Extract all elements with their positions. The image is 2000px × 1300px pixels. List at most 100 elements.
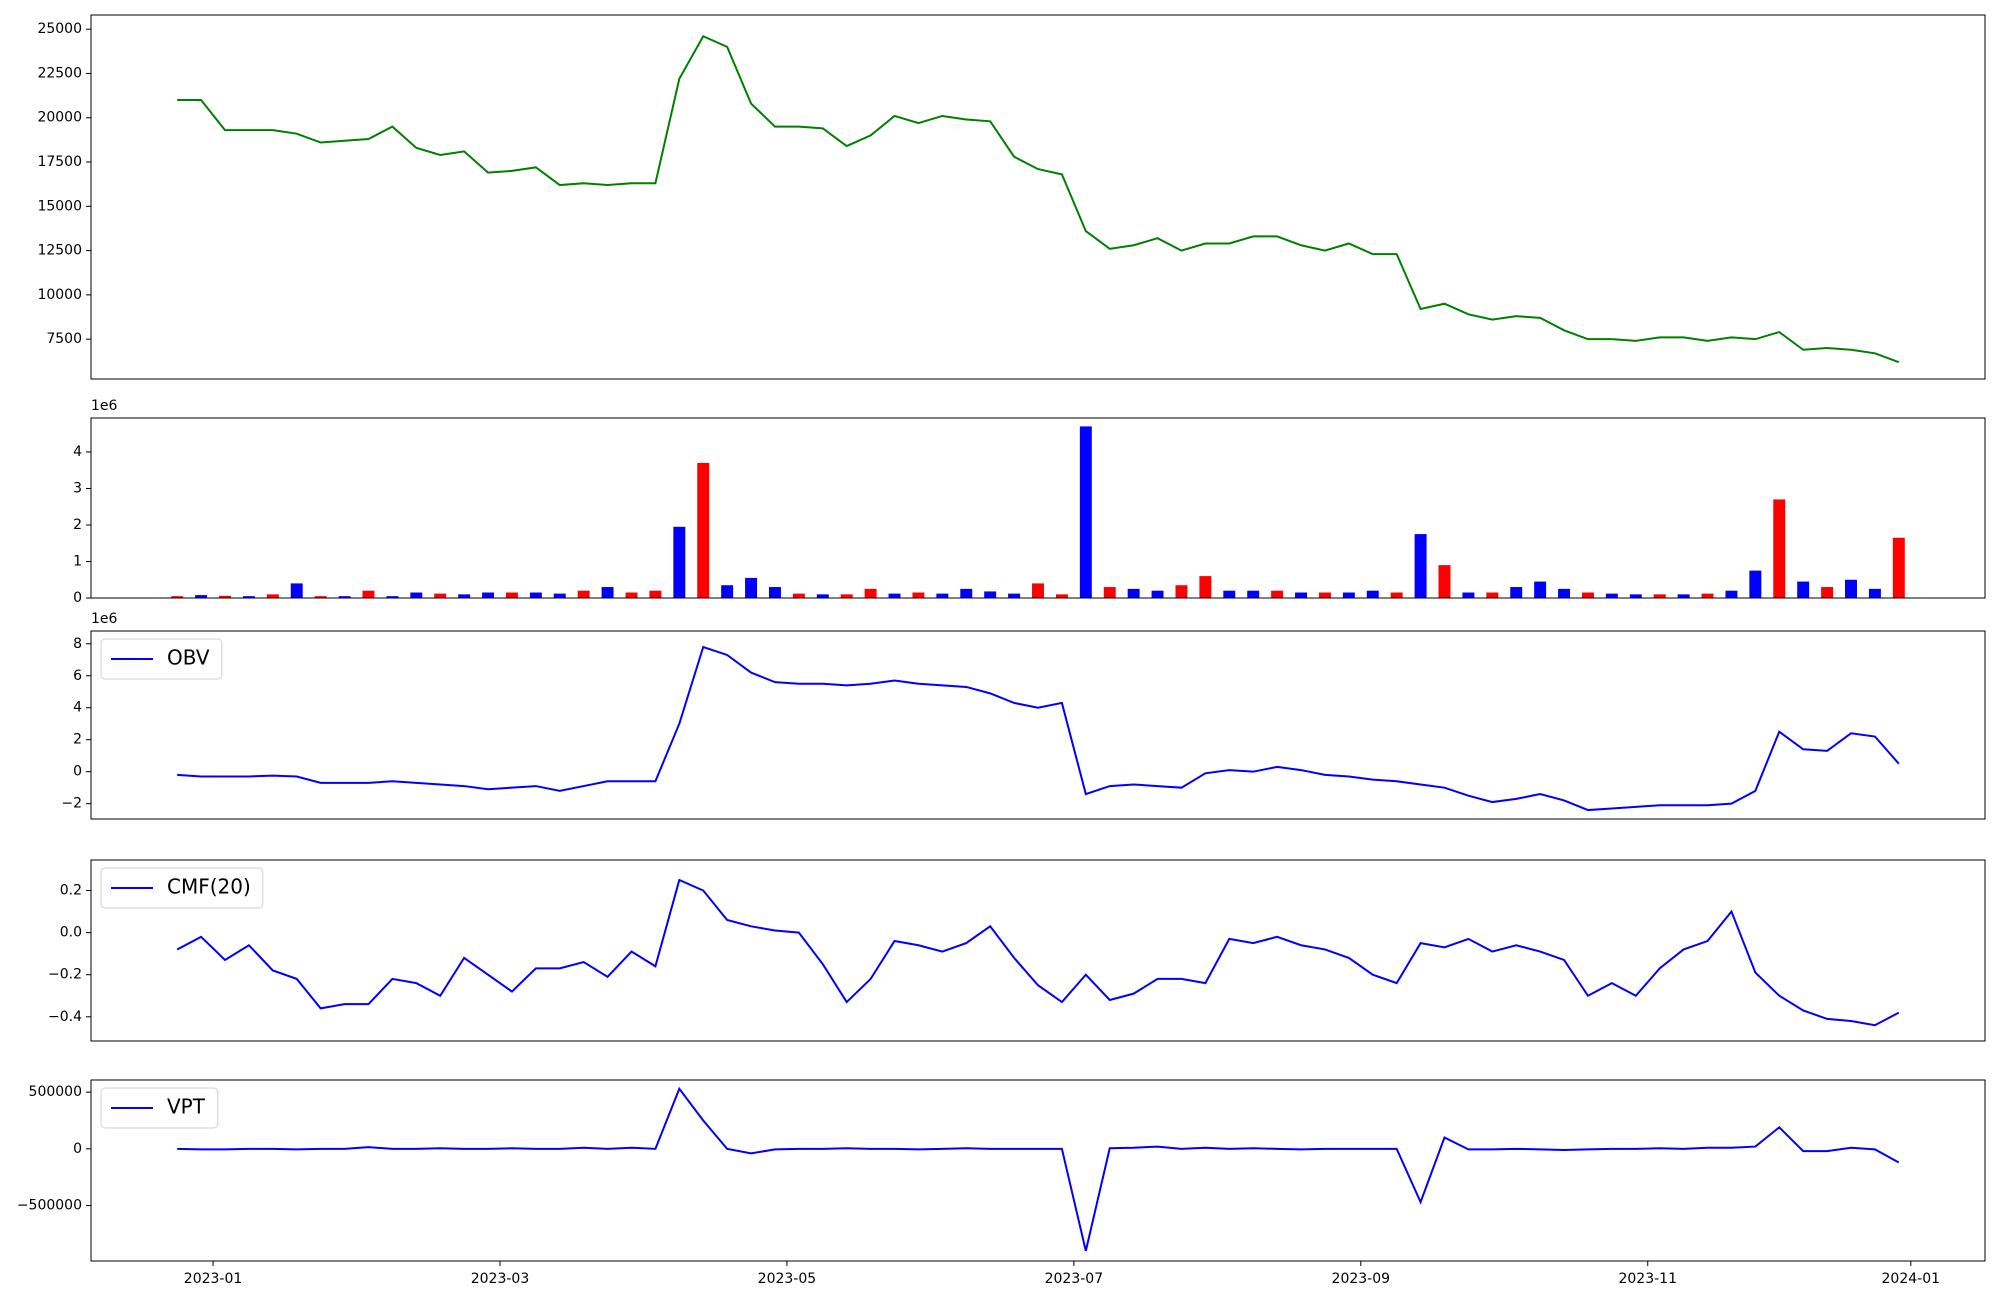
volume-bar [1749, 570, 1762, 598]
legend: OBV [100, 638, 223, 680]
y-tick-label: 0.2 [60, 883, 82, 899]
volume-bar [1247, 590, 1260, 598]
y-tick-label: −0.4 [48, 1009, 82, 1025]
y-tick-label: 25000 [37, 21, 82, 37]
volume-bar [1103, 587, 1116, 598]
volume-bar [1701, 593, 1714, 598]
plot-frame [90, 1079, 1986, 1262]
volume-bar [864, 588, 877, 598]
y-tick-label: 3 [73, 480, 82, 496]
y-tick-label: 2 [73, 732, 82, 748]
volume-bar [816, 594, 829, 598]
y-offset-label: 1e6 [91, 398, 118, 414]
volume-bar [266, 594, 279, 598]
series-line [177, 1086, 1900, 1252]
volume-bar [529, 592, 542, 598]
y-tick-label: 0 [73, 590, 82, 606]
series-line [177, 34, 1900, 364]
volume-bar [386, 596, 399, 598]
volume-bar [1390, 592, 1403, 598]
volume-bar [697, 462, 710, 598]
volume-bar [625, 592, 638, 598]
volume-bar [1055, 594, 1068, 598]
legend-box [100, 638, 223, 680]
volume-bar [1725, 590, 1738, 598]
volume-bar [1151, 590, 1164, 598]
volume-bar [1079, 426, 1092, 598]
volume-bar [242, 596, 255, 598]
y-tick-label: 20000 [37, 110, 82, 126]
y-tick-label: 0.0 [60, 925, 82, 941]
x-tick-label: 2023-07 [1045, 1271, 1104, 1287]
volume-bar [1008, 593, 1021, 598]
series-line [176, 878, 1900, 1027]
volume-bar [649, 590, 662, 598]
legend-label: CMF(20) [167, 875, 251, 899]
volume-bar [1653, 594, 1666, 598]
plot-frame [90, 630, 1986, 820]
volume-bar [1414, 534, 1427, 598]
volume-bar [195, 595, 208, 598]
y-tick-label: 1 [73, 553, 82, 569]
volume-bar [1295, 592, 1308, 598]
plot-frame [90, 417, 1986, 599]
y-tick-label: 2 [73, 517, 82, 533]
volume-bar [673, 526, 686, 598]
y-tick-label: 0 [73, 764, 82, 780]
y-tick-label: −0.2 [48, 967, 82, 983]
volume-bar [1629, 594, 1642, 598]
volume-bar [1223, 590, 1236, 598]
x-tick-label: 2023-01 [184, 1271, 243, 1287]
volume-bar [984, 591, 997, 598]
plot-frame [90, 859, 1986, 1042]
volume-bar [1271, 590, 1284, 598]
volume-bar [1127, 588, 1140, 598]
volume-bar [1845, 579, 1857, 598]
y-tick-label: 22500 [37, 65, 82, 81]
volume-bar [1892, 537, 1905, 598]
legend-box [100, 1087, 219, 1129]
volume-bar [840, 594, 853, 598]
volume-bar [314, 596, 327, 598]
volume-bar [362, 590, 375, 598]
volume-bar [745, 577, 758, 598]
volume-bar [1868, 588, 1881, 598]
y-tick-label: 12500 [37, 243, 82, 259]
volume-bar [338, 596, 351, 598]
volume-bar [1342, 592, 1355, 598]
legend-box [100, 867, 264, 909]
series-line [177, 645, 1900, 812]
volume-bar [171, 596, 184, 598]
y-tick-label: 4 [73, 444, 82, 460]
volume-bar [1462, 592, 1475, 598]
volume-bar [553, 593, 566, 598]
x-tick-label: 2023-11 [1618, 1271, 1677, 1287]
x-tick-label: 2023-03 [471, 1271, 530, 1287]
volume-bar [721, 585, 734, 598]
volume-bar [1175, 585, 1188, 598]
y-tick-label: 4 [73, 700, 82, 716]
volume-bar [1366, 590, 1379, 598]
volume-bar [1677, 594, 1690, 598]
volume-bar [1558, 588, 1571, 598]
x-tick-label: 2023-09 [1332, 1271, 1391, 1287]
x-tick-label: 2023-05 [758, 1271, 817, 1287]
volume-bar [505, 592, 518, 598]
volume-bar [912, 592, 925, 598]
y-tick-label: 15000 [37, 198, 82, 214]
volume-bar [290, 583, 303, 598]
legend-label: VPT [167, 1095, 206, 1119]
y-tick-label: 6 [73, 668, 82, 684]
legend: CMF(20) [100, 867, 264, 909]
volume-bar [458, 594, 471, 598]
volume-bar [1797, 581, 1810, 598]
volume-bar [1486, 592, 1499, 598]
volume-bar [1773, 499, 1786, 598]
volume-bar [434, 593, 447, 598]
y-offset-label: 1e6 [91, 611, 118, 627]
y-tick-label: −500000 [17, 1198, 82, 1214]
y-tick-label: 17500 [37, 154, 82, 170]
volume-bar [1032, 583, 1044, 598]
volume-bar [768, 587, 781, 598]
